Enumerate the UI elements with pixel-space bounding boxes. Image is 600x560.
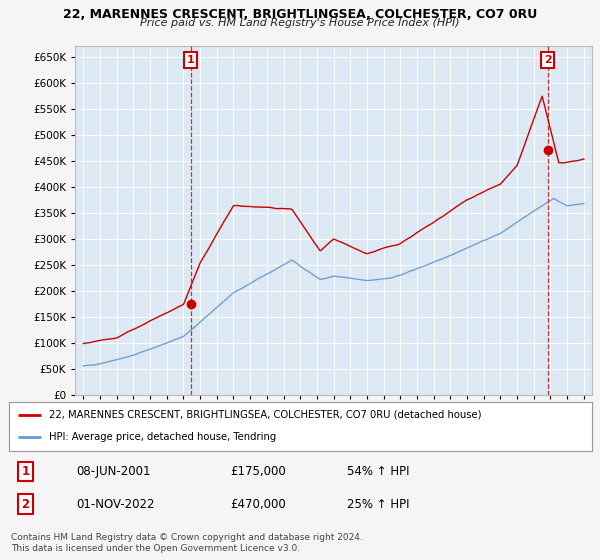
Text: 22, MARENNES CRESCENT, BRIGHTLINGSEA, COLCHESTER, CO7 0RU: 22, MARENNES CRESCENT, BRIGHTLINGSEA, CO… <box>63 8 537 21</box>
Text: 22, MARENNES CRESCENT, BRIGHTLINGSEA, COLCHESTER, CO7 0RU (detached house): 22, MARENNES CRESCENT, BRIGHTLINGSEA, CO… <box>49 410 481 420</box>
Text: 2: 2 <box>21 498 29 511</box>
Text: 08-JUN-2001: 08-JUN-2001 <box>76 465 151 478</box>
Text: £175,000: £175,000 <box>230 465 286 478</box>
Text: Price paid vs. HM Land Registry's House Price Index (HPI): Price paid vs. HM Land Registry's House … <box>140 18 460 29</box>
Text: 1: 1 <box>21 465 29 478</box>
Text: £470,000: £470,000 <box>230 498 286 511</box>
Text: 1: 1 <box>187 55 194 65</box>
Text: HPI: Average price, detached house, Tendring: HPI: Average price, detached house, Tend… <box>49 432 276 442</box>
Text: 25% ↑ HPI: 25% ↑ HPI <box>347 498 410 511</box>
Text: 2: 2 <box>544 55 551 65</box>
Text: Contains HM Land Registry data © Crown copyright and database right 2024.
This d: Contains HM Land Registry data © Crown c… <box>11 533 362 553</box>
Text: 54% ↑ HPI: 54% ↑ HPI <box>347 465 410 478</box>
Text: 01-NOV-2022: 01-NOV-2022 <box>76 498 155 511</box>
